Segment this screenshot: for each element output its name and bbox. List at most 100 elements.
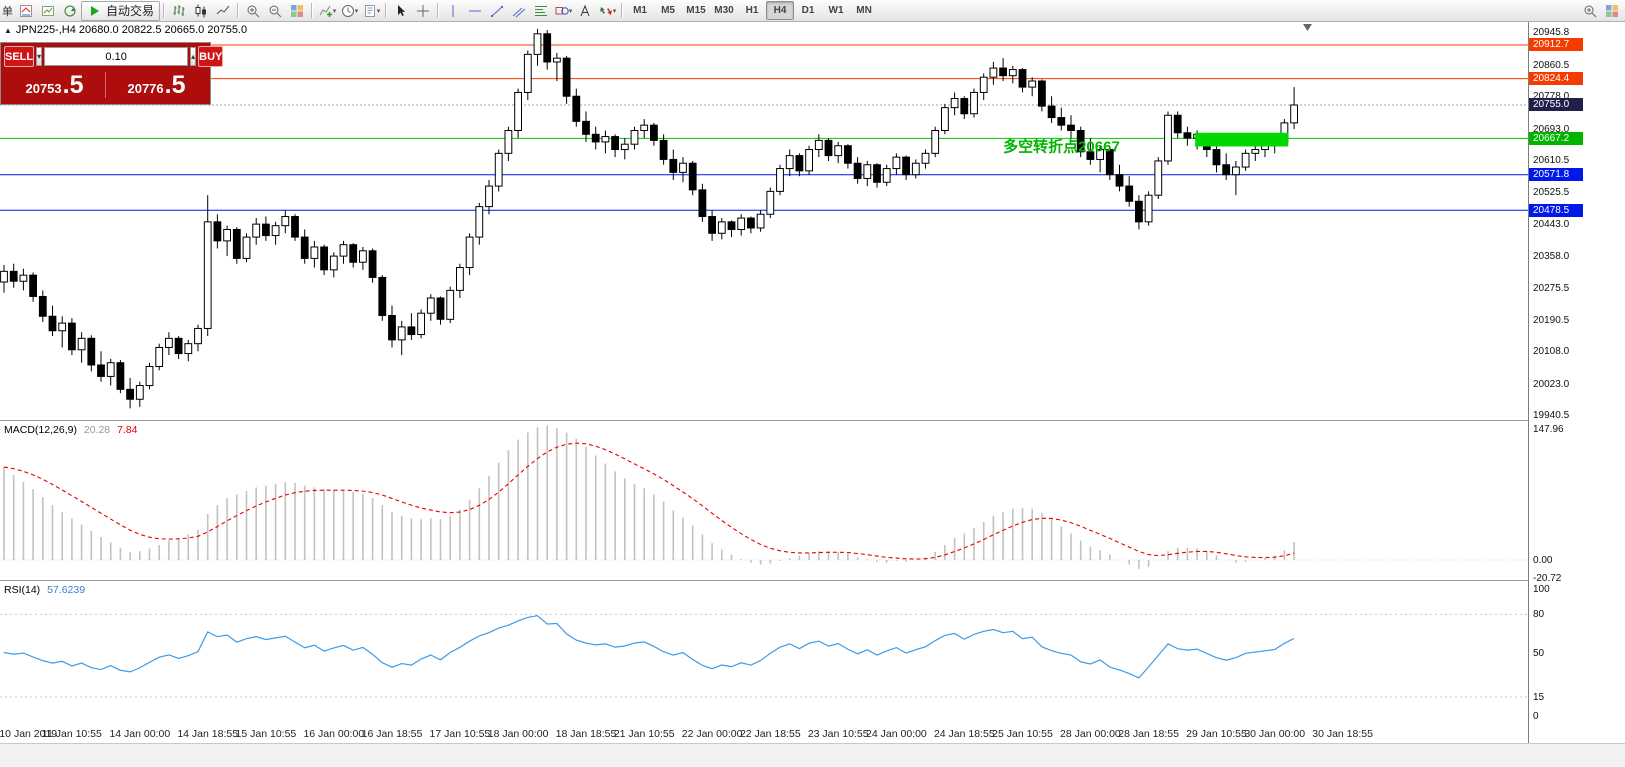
dropdown-caret-icon[interactable]: ▾ [354, 7, 359, 15]
horizontal-lines [0, 44, 1528, 211]
price-tick: 20610.5 [1533, 154, 1570, 166]
price-tick: 147.96 [1533, 424, 1564, 435]
autotrading-button[interactable]: 自动交易 [81, 0, 161, 21]
price-tick: 20860.5 [1533, 59, 1570, 71]
price-tick: 0 [1533, 711, 1539, 722]
timeframe-m1[interactable]: M1 [633, 5, 647, 16]
panel-splitter-rsi[interactable] [0, 580, 1625, 581]
new-order-icon[interactable] [15, 1, 37, 21]
price-tick: 20945.8 [1533, 27, 1570, 39]
symbol-info: ▲ JPN225-,H4 20680.0 20822.5 20665.0 207… [4, 24, 247, 36]
time-label: 14 Jan 00:00 [109, 728, 171, 740]
cursor-icon[interactable] [390, 1, 412, 21]
price-badge: 20824.4 [1529, 72, 1583, 86]
shapes-icon[interactable]: ▾ [552, 1, 574, 21]
toolbar-divider [163, 3, 166, 18]
annotation-text[interactable]: 多空转折点20667 [1003, 137, 1120, 155]
sell-button[interactable]: SELL [4, 46, 35, 67]
sell-price-main: 20753 [25, 80, 62, 96]
dropdown-caret-icon[interactable]: ▾ [376, 7, 381, 15]
price-tick: 20190.5 [1533, 314, 1570, 326]
volume-dropdown-icon[interactable]: ▾ [36, 47, 43, 66]
crosshair-icon[interactable] [412, 1, 434, 21]
zoom-out-icon[interactable] [264, 1, 286, 21]
price-tick: 20275.5 [1533, 282, 1570, 294]
chart-shift-marker[interactable] [1303, 24, 1312, 31]
timeframe-d1[interactable]: D1 [801, 5, 815, 16]
panel-splitter-macd[interactable] [0, 420, 1625, 421]
macd-name: MACD(12,26,9) [4, 424, 77, 436]
templates-icon[interactable]: ▾ [360, 1, 382, 21]
timeframe-m30[interactable]: M30 [714, 5, 734, 16]
macd-indicator-panel[interactable] [0, 420, 1528, 580]
dropdown-caret-icon[interactable]: ▾ [568, 7, 573, 15]
line-chart-icon[interactable] [212, 1, 234, 21]
horizontal-line-icon[interactable] [464, 1, 486, 21]
vertical-line-icon[interactable] [442, 1, 464, 21]
channel-icon[interactable] [508, 1, 530, 21]
search-icon[interactable] [1579, 1, 1601, 21]
price-tick: 20358.0 [1533, 251, 1570, 263]
bar-chart-icon[interactable] [168, 1, 190, 21]
fibonacci-icon[interactable] [530, 1, 552, 21]
rsi-indicator-panel[interactable] [0, 580, 1528, 725]
dropdown-caret-icon[interactable]: ▾ [332, 7, 337, 15]
toolbar-divider [311, 3, 314, 18]
periods-icon[interactable]: ▾ [338, 1, 360, 21]
arrows-icon[interactable]: ▾ [596, 1, 618, 21]
time-label: 21 Jan 10:55 [613, 728, 675, 740]
volume-increase-icon[interactable]: ▴ [190, 47, 197, 66]
buy-price[interactable]: 20776.5 [106, 72, 207, 98]
time-label: 11 Jan 10:55 [41, 728, 102, 740]
time-label: 29 Jan 10:55 [1186, 728, 1247, 740]
rsi-label: RSI(14) 57.6239 [4, 584, 85, 596]
one-click-trading-panel: SELL ▾ ▴ BUY 20753.5 20776.5 [0, 42, 224, 105]
timeframe-m15[interactable]: M15 [686, 5, 706, 16]
price-tick: 20525.5 [1533, 187, 1570, 199]
price-tick: 100 [1533, 584, 1550, 595]
candlestick-chart-icon[interactable] [190, 1, 212, 21]
time-label: 30 Jan 00:00 [1244, 728, 1306, 740]
navigator-icon[interactable] [59, 1, 81, 21]
candlestick-chart[interactable]: 多空转折点20667 [0, 22, 1528, 420]
time-label: 25 Jan 10:55 [992, 728, 1053, 740]
macd-signal-line [3, 442, 1295, 560]
time-label: 30 Jan 18:55 [1312, 728, 1373, 740]
price-divider [105, 72, 106, 98]
market-watch-icon[interactable] [37, 1, 59, 21]
timeframe-h4[interactable]: H4 [766, 1, 795, 20]
toolbar-buttons: 自动交易 ▾ ▾ ▾ ▾ ▾ M1 M5 M15 M30 H1 H4 D1 W1 MN [15, 0, 878, 21]
time-label: 22 Jan 00:00 [681, 728, 743, 740]
price-axis[interactable]: 20945.8 20860.5 20778.0 20693.0 20610.5 20525… [1529, 22, 1625, 743]
indicators-icon[interactable]: ▾ [316, 1, 338, 21]
trendline-icon[interactable] [486, 1, 508, 21]
time-label: 23 Jan 10:55 [807, 728, 869, 740]
timeframe-h1[interactable]: H1 [745, 5, 759, 16]
price-badge: 20912.7 [1529, 38, 1583, 52]
buy-price-main: 20776 [127, 80, 164, 96]
sell-price[interactable]: 20753.5 [4, 72, 105, 98]
collapse-icon[interactable]: ▲ [4, 25, 12, 35]
macd-label: MACD(12,26,9) 20.28 7.84 [4, 424, 138, 436]
price-tick: 0.00 [1533, 555, 1553, 566]
buy-button[interactable]: BUY [198, 46, 224, 67]
text-icon[interactable] [574, 1, 596, 21]
price-tick: 20778.0 [1533, 91, 1570, 103]
clipped-menu-label: 单 [2, 5, 13, 18]
time-label: 16 Jan 18:55 [361, 728, 423, 740]
dropdown-caret-icon[interactable]: ▾ [612, 7, 617, 15]
timeframe-m5[interactable]: M5 [661, 5, 675, 16]
zoom-in-icon[interactable] [242, 1, 264, 21]
rsi-value: 57.6239 [47, 584, 86, 596]
time-label: 10 Jan 2019 [0, 728, 58, 740]
timeframe-mn[interactable]: MN [856, 5, 872, 16]
highlight-rectangle[interactable] [1195, 132, 1289, 147]
volume-input[interactable] [44, 47, 189, 66]
timeframe-w1[interactable]: W1 [828, 5, 844, 16]
price-badge: 20478.5 [1529, 203, 1583, 217]
layout-icon[interactable] [1601, 1, 1623, 21]
time-axis[interactable]: 10 Jan 2019 11 Jan 10:55 14 Jan 00:00 14 Ja… [0, 725, 1528, 743]
tile-windows-icon[interactable] [286, 1, 308, 21]
bottom-strip [0, 743, 1625, 767]
